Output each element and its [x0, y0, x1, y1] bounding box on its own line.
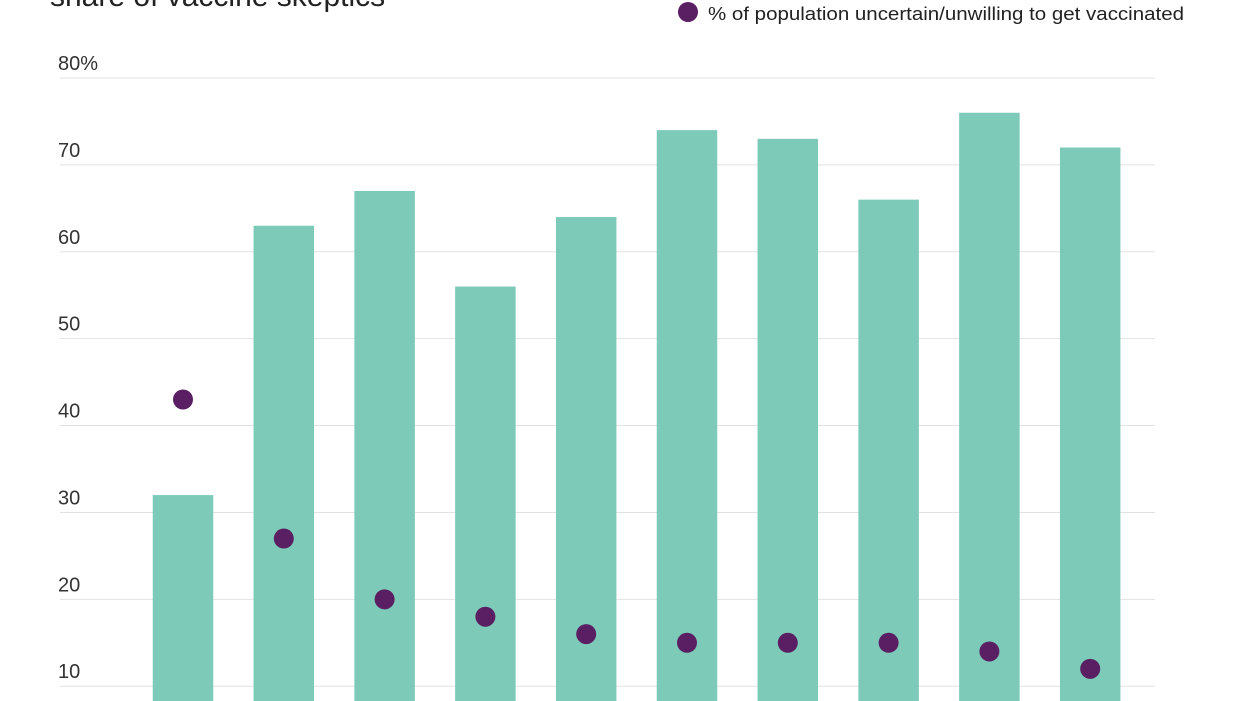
dot	[173, 389, 193, 410]
bar	[757, 138, 819, 701]
legend-label: % of population uncertain/unwilling to g…	[708, 4, 1184, 24]
bar	[152, 495, 214, 701]
bar	[1059, 147, 1121, 701]
dot	[677, 632, 697, 653]
legend-swatch	[678, 2, 698, 22]
bar	[253, 225, 315, 701]
y-tick-label: 10	[58, 661, 80, 683]
dot	[576, 624, 597, 645]
y-tick-label: 70	[58, 140, 80, 162]
bar	[455, 286, 516, 701]
y-tick-label: 60	[58, 227, 80, 249]
dot	[979, 641, 1000, 662]
dot	[878, 632, 899, 653]
bar	[656, 130, 718, 701]
dot	[273, 528, 294, 549]
dot	[1080, 658, 1101, 679]
chart-title: share of vaccine skeptics	[50, 0, 385, 13]
y-tick-label: 50	[58, 314, 80, 336]
y-tick-label: 80%	[58, 53, 98, 75]
bar	[858, 199, 919, 701]
y-tick-label: 20	[58, 574, 80, 596]
dot	[777, 632, 798, 653]
dot	[475, 606, 496, 627]
bar	[555, 217, 617, 701]
y-tick-label: 30	[58, 487, 80, 509]
bar	[959, 112, 1020, 701]
bar	[354, 190, 415, 701]
y-tick-label: 40	[58, 401, 80, 423]
dot	[374, 589, 395, 610]
